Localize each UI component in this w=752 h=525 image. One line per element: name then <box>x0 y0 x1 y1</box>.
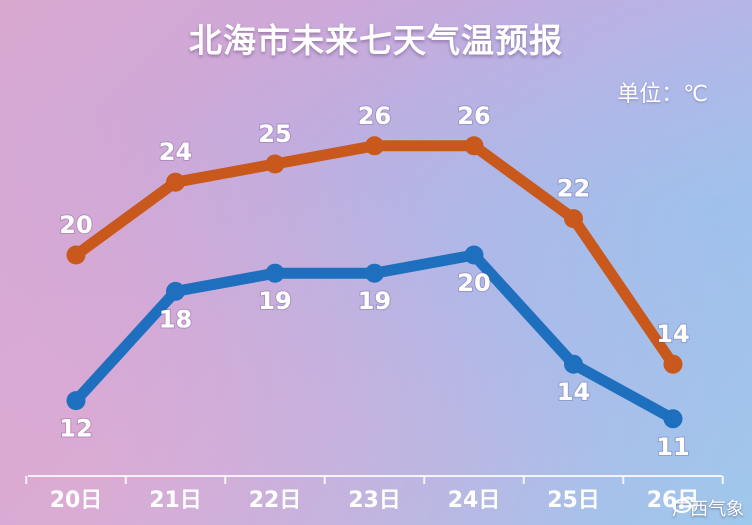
data-label: 18 <box>159 305 192 333</box>
data-label: 26 <box>358 102 391 130</box>
data-label: 14 <box>557 378 590 406</box>
data-point <box>265 154 285 174</box>
x-tick-label: 21日 <box>149 488 202 513</box>
data-label: 25 <box>258 120 291 148</box>
data-point <box>365 263 384 283</box>
data-point <box>265 263 285 283</box>
watermark: 广西气象 <box>672 495 744 521</box>
data-label: 20 <box>457 269 490 297</box>
data-point <box>365 136 384 156</box>
data-point <box>66 391 86 411</box>
data-label: 12 <box>59 415 92 443</box>
data-label: 26 <box>457 102 490 130</box>
data-point <box>564 354 583 374</box>
data-point <box>464 136 484 156</box>
data-label: 14 <box>656 320 689 348</box>
data-label: 19 <box>258 287 291 315</box>
data-point <box>464 245 484 265</box>
data-point <box>564 209 583 229</box>
x-tick-label: 25日 <box>547 488 600 513</box>
data-point <box>66 245 86 265</box>
chart-title: 北海市未来七天气温预报 <box>189 21 563 60</box>
data-label: 19 <box>358 287 391 315</box>
data-label: 22 <box>557 175 590 203</box>
x-tick-label: 23日 <box>348 488 401 513</box>
data-label: 24 <box>159 138 192 166</box>
x-tick-label: 22日 <box>249 488 302 513</box>
data-point <box>663 354 683 374</box>
data-label: 20 <box>59 211 92 239</box>
unit-label: 单位：℃ <box>617 82 708 107</box>
data-point <box>166 172 185 192</box>
weibo-icon <box>672 496 693 513</box>
data-point <box>166 281 185 301</box>
data-point <box>663 409 683 429</box>
x-tick-label: 24日 <box>448 488 501 513</box>
x-tick-label: 20日 <box>50 488 103 513</box>
data-label: 11 <box>656 433 689 461</box>
